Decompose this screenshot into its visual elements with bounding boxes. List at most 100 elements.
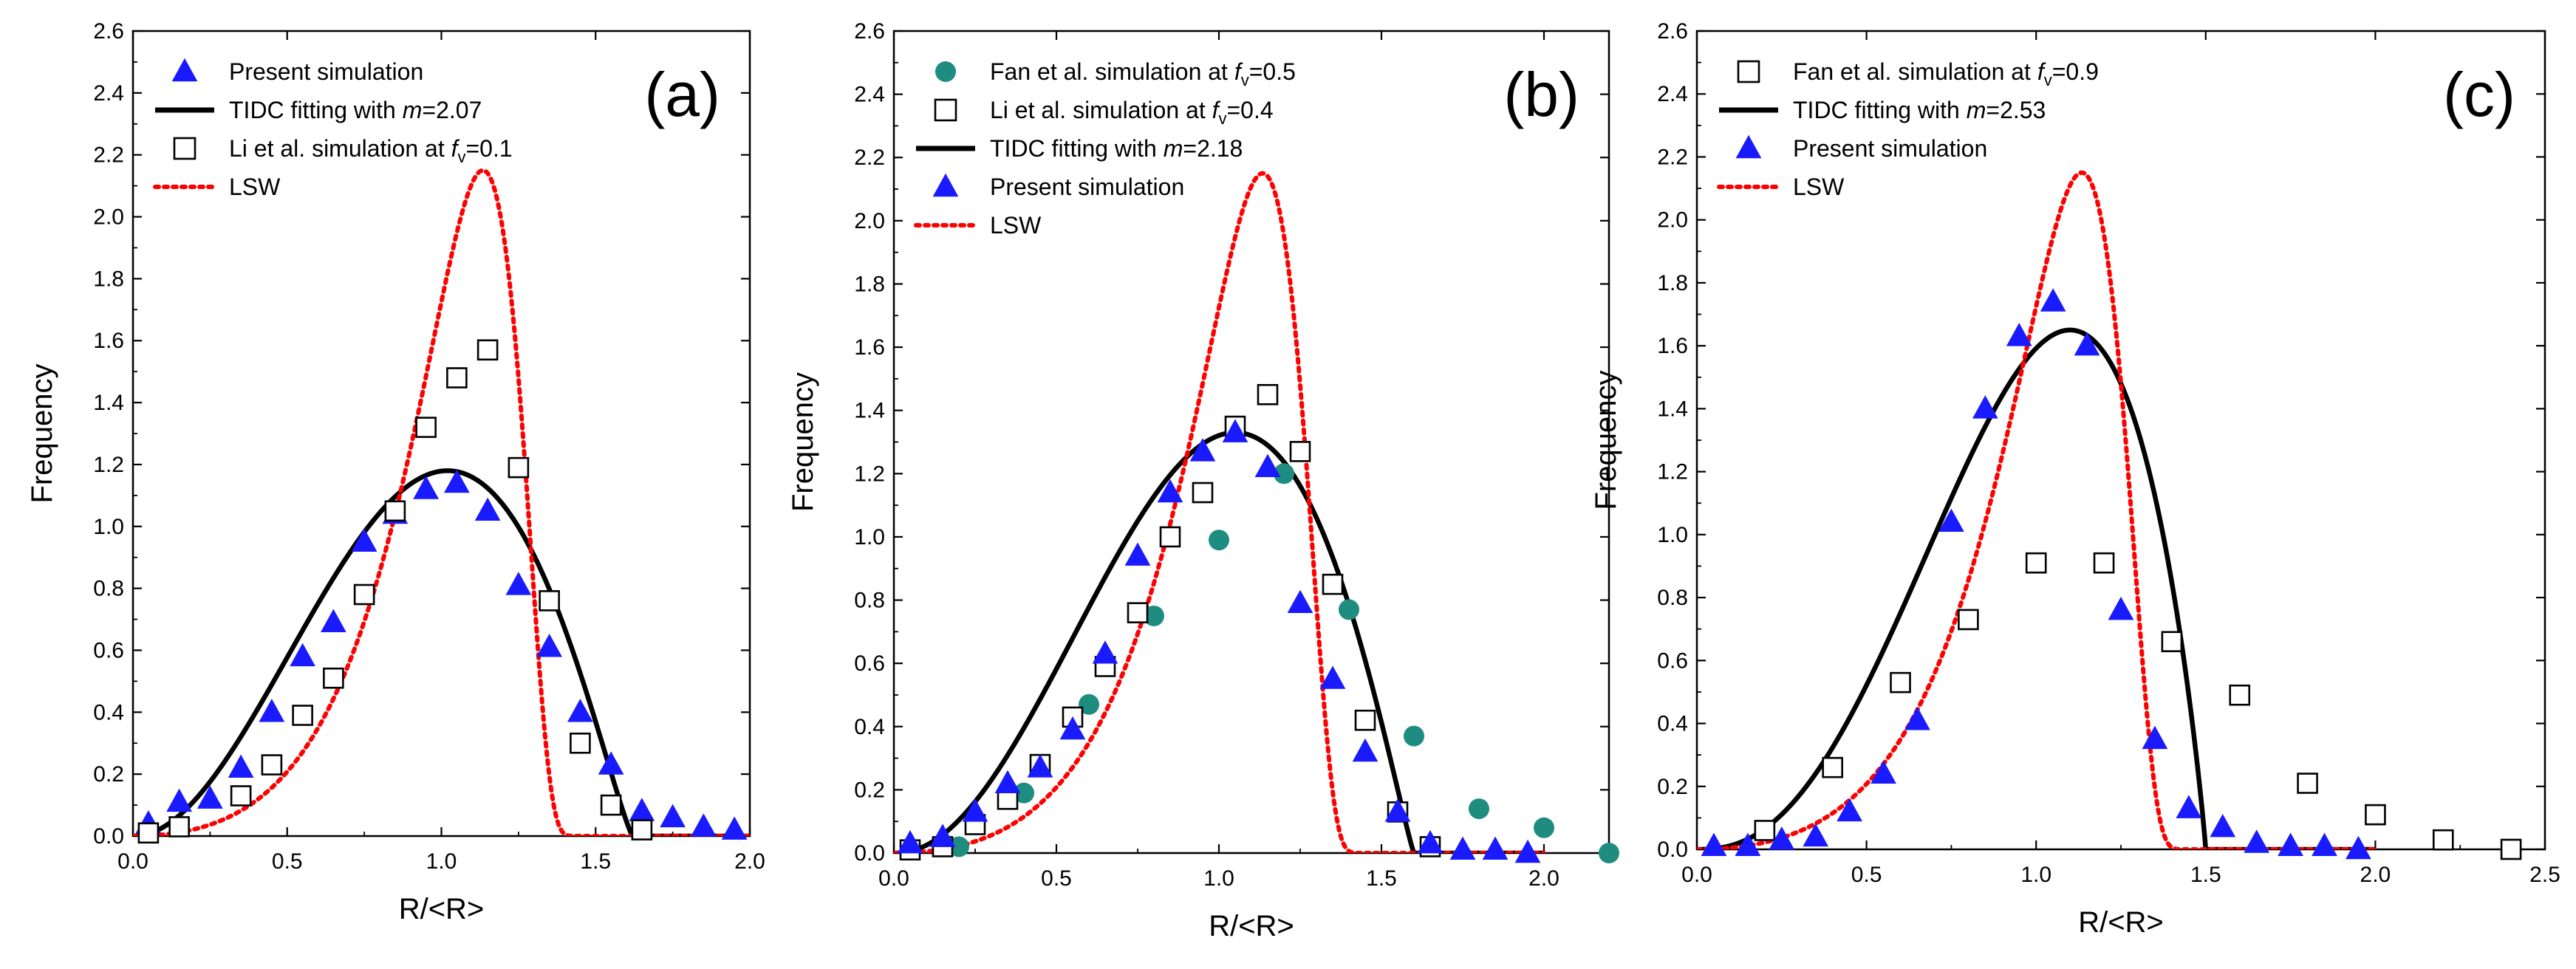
y-tick-label: 0.2 <box>93 762 124 787</box>
data-point-square <box>2229 684 2251 706</box>
y-tick-label: 0.4 <box>1657 712 1688 736</box>
data-point-triangle <box>413 476 439 499</box>
legend: Present simulation TIDC fitting with m=2.… <box>153 58 513 200</box>
y-tick-label: 2.4 <box>1657 82 1688 106</box>
data-point-square <box>168 816 190 838</box>
x-tick-label: 1.0 <box>426 849 457 874</box>
data-point-square <box>2297 773 2318 794</box>
y-tick-label: 2.4 <box>93 81 124 106</box>
data-point-circle <box>949 836 969 857</box>
data-point-triangle <box>1417 829 1444 854</box>
x-tick-label: 1.0 <box>2020 863 2051 887</box>
data-point-circle <box>1599 843 1619 863</box>
data-point-circle <box>1209 530 1229 551</box>
data-point-triangle <box>629 798 655 821</box>
data-point-triangle <box>1222 419 1248 442</box>
y-tick-label: 0.0 <box>854 841 885 866</box>
legend-marker-square <box>1737 60 1760 83</box>
panel-label: (c) <box>2443 60 2515 129</box>
data-point-triangle <box>2006 323 2032 346</box>
data-point-circle <box>1079 694 1099 715</box>
y-tick-label: 1.4 <box>93 391 124 415</box>
y-tick-label: 2.0 <box>854 209 885 233</box>
legend-label: Li et al. simulation at fv=0.4 <box>990 97 1274 128</box>
x-tick-label: 2.5 <box>2529 863 2560 887</box>
data-point-triangle <box>962 798 988 822</box>
data-point-triangle <box>2040 288 2066 312</box>
data-point-triangle <box>2244 829 2270 853</box>
x-tick-label: 0.0 <box>878 866 909 891</box>
data-point-square <box>2161 631 2183 653</box>
data-point-circle <box>1144 605 1164 626</box>
x-tick-label: 2.0 <box>2360 863 2391 887</box>
legend-label: Present simulation <box>1793 135 1987 162</box>
x-tick-label: 0.5 <box>1851 863 1882 887</box>
series-square <box>137 339 653 844</box>
lsw-curve <box>133 168 750 836</box>
y-tick-label: 2.2 <box>854 145 885 170</box>
data-point-circle <box>1274 463 1294 484</box>
data-point-triangle <box>228 754 254 778</box>
data-point-triangle <box>1735 832 1761 856</box>
legend-label: Present simulation <box>229 58 423 85</box>
data-point-square <box>1822 756 1843 778</box>
y-tick-label: 1.8 <box>93 267 124 291</box>
y-tick-label: 1.0 <box>854 525 885 549</box>
x-tick-label: 1.0 <box>1203 866 1234 891</box>
data-point-triangle <box>1972 395 1998 419</box>
data-point-triangle <box>994 770 1021 794</box>
y-tick-label: 2.0 <box>1657 208 1688 233</box>
legend-label: Fan et al. simulation at fv=0.9 <box>1793 58 2099 89</box>
data-point-triangle <box>1904 707 1930 730</box>
data-point-triangle <box>691 813 717 837</box>
y-tick-label: 1.6 <box>1657 334 1688 358</box>
y-tick-label: 0.4 <box>854 715 885 739</box>
lsw-curve <box>894 171 1546 853</box>
y-tick-label: 2.2 <box>1657 145 1688 169</box>
data-point-square <box>446 367 468 388</box>
data-point-triangle <box>1157 479 1183 503</box>
y-tick-label: 0.6 <box>93 638 124 662</box>
data-point-square <box>1890 671 1911 694</box>
series-triangle <box>897 419 1541 863</box>
panel-b: 0.0 0.2 0.4 0.6 0.8 1.0 1.2 1.4 1.6 1.8 2.0 2.2 2.4 2… <box>787 19 1619 942</box>
tidc-fit-curve <box>1697 327 2376 849</box>
lsw-curve <box>1697 170 2378 849</box>
y-tick-label: 2.6 <box>1657 19 1688 44</box>
data-point-triangle <box>897 829 923 854</box>
data-point-triangle <box>1384 798 1411 822</box>
data-point-square <box>600 794 622 816</box>
legend-marker-triangle <box>171 58 198 82</box>
legend-marker-triangle <box>932 173 959 197</box>
tidc-fit-curve <box>133 468 750 836</box>
data-point-triangle <box>567 699 593 722</box>
data-point-circle <box>1014 782 1034 804</box>
series-triangle <box>135 469 748 840</box>
y-tick-label: 0.0 <box>93 824 124 849</box>
data-point-triangle <box>2176 795 2202 818</box>
panel-label: (a) <box>644 60 720 129</box>
data-point-triangle <box>1769 826 1795 850</box>
data-point-triangle <box>474 497 501 521</box>
y-tick-label: 1.4 <box>854 399 885 423</box>
panel-c: 0.0 0.2 0.4 0.6 0.8 1.0 1.2 1.4 1.6 1.8 2.0 2.2 2.4 2… <box>1590 19 2560 939</box>
data-point-square <box>261 754 283 775</box>
legend: Fan et al. simulation at fv=0.5 Li et al.… <box>914 58 1296 239</box>
y-tick-label: 1.6 <box>93 329 124 353</box>
data-point-square <box>1354 709 1376 731</box>
data-point-triangle <box>1124 542 1151 566</box>
legend-marker-square <box>173 137 197 160</box>
panel-a: 0.0 0.2 0.4 0.6 0.8 1.0 1.2 1.4 1.6 1.8 2.0 2.2 2.4 2… <box>26 19 765 925</box>
data-point-square <box>292 705 313 726</box>
y-tick-label: 1.2 <box>93 453 124 477</box>
data-point-triangle <box>2278 832 2303 856</box>
y-tick-label: 1.8 <box>854 272 885 296</box>
data-point-triangle <box>1482 836 1509 860</box>
x-tick-label: 1.5 <box>2190 863 2221 887</box>
data-point-triangle <box>1701 832 1727 856</box>
data-point-square <box>1322 573 1344 595</box>
data-point-triangle <box>1189 438 1216 462</box>
data-point-square <box>1127 602 1149 623</box>
data-point-circle <box>1534 817 1554 838</box>
data-point-square <box>384 500 406 522</box>
